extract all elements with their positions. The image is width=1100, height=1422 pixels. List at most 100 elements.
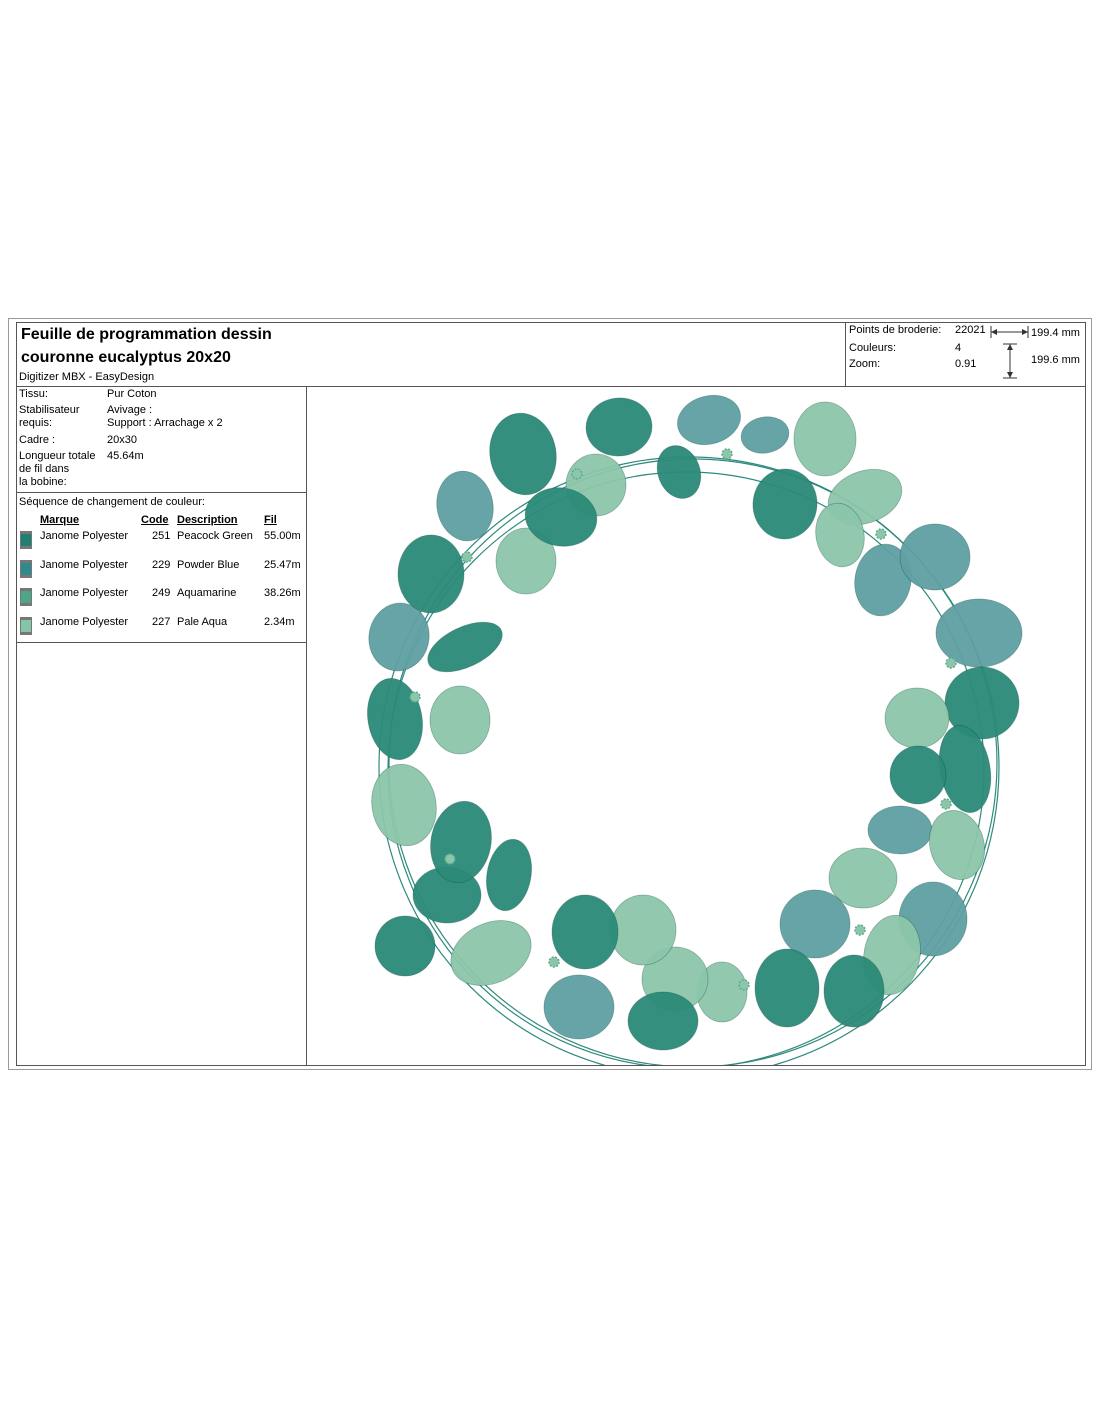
leaf (815, 502, 865, 568)
leaf (889, 745, 947, 805)
bud (461, 551, 473, 563)
sequence-title: Séquence de changement de couleur: (19, 496, 205, 508)
leaf (935, 598, 1023, 668)
row-thread: 38.26m (264, 587, 301, 599)
bud (738, 979, 750, 991)
leaf (609, 894, 677, 966)
row-brand: Janome Polyester (40, 530, 129, 542)
thread-spool-icon (20, 531, 32, 549)
leaf (928, 810, 986, 880)
leaf (495, 527, 557, 595)
leaf (752, 468, 818, 540)
page-title-line2: couronne eucalyptus 20x20 (21, 349, 231, 366)
width-dimension: 199.4 mm (1031, 327, 1080, 339)
specs-separator (16, 492, 306, 493)
bud (875, 528, 887, 540)
row-description: Aquamarine (177, 587, 237, 599)
stats-divider (845, 322, 846, 386)
leaf (740, 416, 790, 454)
design-preview (367, 394, 1023, 1065)
leaf (367, 677, 423, 761)
leaf (754, 948, 820, 1028)
row-code: 229 (152, 559, 171, 571)
row-code: 227 (152, 616, 171, 628)
leaf (427, 621, 503, 673)
leaf (779, 889, 851, 959)
bud (444, 853, 456, 865)
stabilisateur-label-2: requis: (19, 417, 53, 429)
software-label: Digitizer MBX - EasyDesign (19, 371, 155, 383)
thread-spool-icon (20, 560, 32, 578)
page-title-line1: Feuille de programmation dessin (21, 326, 272, 343)
tissu-value: Pur Coton (107, 388, 157, 400)
row-brand: Janome Polyester (40, 587, 129, 599)
header-code: Code (141, 514, 169, 526)
row-thread: 55.00m (264, 530, 301, 542)
row-code: 251 (152, 530, 171, 542)
height-dimension: 199.6 mm (1031, 354, 1080, 366)
colors-label: Couleurs: (849, 342, 897, 354)
wreath-buds (409, 448, 957, 991)
cadre-value: 20x30 (107, 434, 137, 446)
row-brand: Janome Polyester (40, 616, 129, 628)
zoom-value: 0.91 (955, 358, 977, 370)
tissu-label: Tissu: (19, 388, 48, 400)
row-brand: Janome Polyester (40, 559, 129, 571)
header-separator (16, 386, 1086, 387)
zoom-label: Zoom: (849, 358, 881, 370)
row-description: Pale Aqua (177, 616, 228, 628)
leaf (899, 523, 971, 591)
points-value: 22021 (955, 324, 986, 336)
leaf (585, 397, 653, 457)
longueur-label-3: la bobine: (19, 476, 67, 488)
eucalyptus-leaves (367, 394, 1023, 1051)
leaf (371, 763, 437, 847)
row-description: Peacock Green (177, 530, 253, 542)
header-description: Description (177, 514, 238, 526)
header-thread: Fil (264, 514, 277, 526)
thread-spool-icon (20, 588, 32, 606)
header-brand: Marque (40, 514, 80, 526)
leaf (486, 838, 532, 912)
bud (571, 468, 583, 480)
leaf (543, 974, 615, 1040)
sheet-inner-frame (16, 322, 1086, 1066)
bud (940, 798, 952, 810)
leaf (368, 602, 430, 672)
longueur-value: 45.64m (107, 450, 144, 462)
leaf (944, 666, 1020, 740)
dimension-arrows-icon (990, 326, 1029, 379)
leaf (677, 394, 741, 446)
sheet-outer-frame (8, 318, 1092, 1070)
bud (945, 657, 957, 669)
bud (854, 924, 866, 936)
leaf (884, 687, 950, 749)
leaf (374, 915, 436, 977)
leaf (450, 920, 532, 986)
longueur-label-2: de fil dans (19, 463, 70, 475)
stabilisateur-value-1: Avivage : (107, 404, 153, 416)
row-description: Powder Blue (177, 559, 240, 571)
leaf (524, 487, 598, 547)
leaf (828, 847, 898, 909)
leaf (823, 954, 885, 1028)
longueur-label-1: Longueur totale (19, 450, 96, 462)
leaf (627, 991, 699, 1051)
leaf (489, 412, 557, 496)
sequence-separator (16, 642, 306, 643)
stabilisateur-label-1: Stabilisateur (19, 404, 80, 416)
leaf (854, 543, 912, 617)
bud (548, 956, 560, 968)
thread-spool-icon (20, 617, 32, 635)
leaf (656, 445, 702, 499)
bud (721, 448, 733, 460)
leaf (397, 534, 465, 614)
left-panel-divider (306, 386, 307, 1066)
bud (409, 691, 421, 703)
colors-value: 4 (955, 342, 962, 354)
cadre-label: Cadre : (19, 434, 56, 446)
row-thread: 25.47m (264, 559, 301, 571)
leaf (429, 685, 491, 755)
row-code: 249 (152, 587, 171, 599)
leaf (867, 805, 933, 855)
